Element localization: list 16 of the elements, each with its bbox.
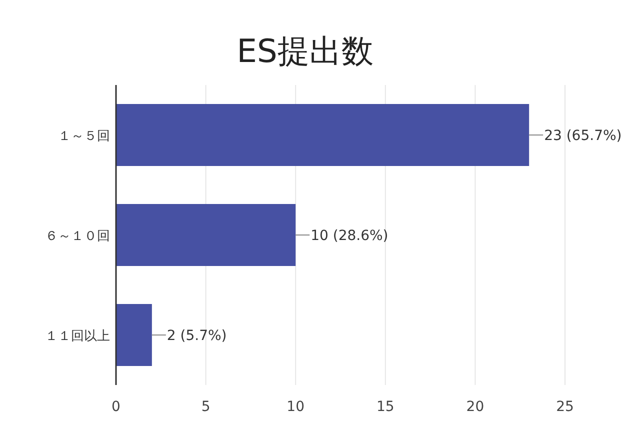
x-tick-label: 20 (466, 399, 484, 415)
data-label: 2 (5.7%) (166, 328, 227, 344)
x-tick-label: 25 (556, 399, 574, 415)
y-tick-label: １～５回 (58, 129, 110, 144)
y-tick-label: ６～１０回 (45, 229, 110, 244)
x-tick-label: 15 (376, 399, 394, 415)
bar (116, 204, 296, 266)
bar (116, 304, 152, 366)
data-label: 10 (28.6%) (310, 228, 388, 244)
data-label: 23 (65.7%) (544, 128, 622, 144)
bar (116, 104, 530, 166)
x-tick-label: 0 (112, 399, 120, 415)
chart-title: ES提出数 (236, 32, 374, 70)
x-tick-label: 10 (286, 399, 305, 415)
x-tick-label: 5 (201, 399, 210, 415)
y-tick-label: １１回以上 (45, 329, 110, 344)
